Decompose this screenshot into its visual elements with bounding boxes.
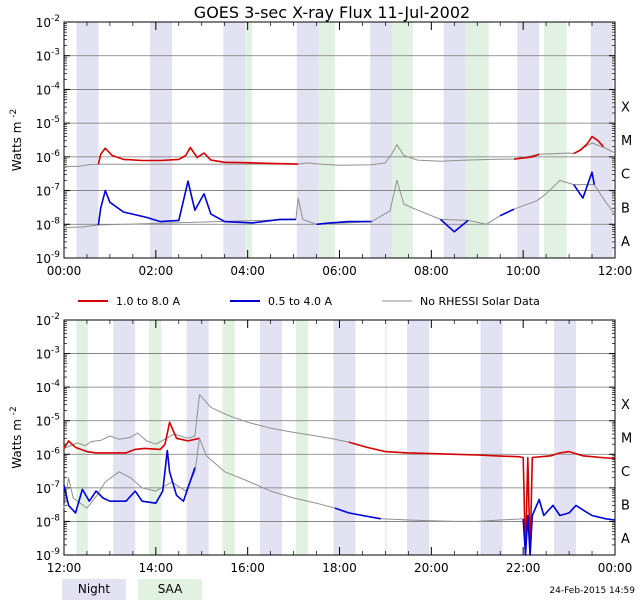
flare-class-label: X — [621, 398, 630, 413]
night-band — [553, 320, 576, 555]
legend-entry: No RHESSI Solar Data — [420, 295, 540, 308]
night-band — [76, 22, 99, 258]
series-short-blue-4 — [499, 208, 515, 217]
x-tick-label: 00:00 — [47, 264, 82, 278]
series-short-blue-3 — [439, 218, 469, 233]
series-long-gray — [64, 142, 616, 167]
saa-band — [465, 22, 489, 258]
legend: 1.0 to 8.0 A 0.5 to 4.0 A No RHESSI Solar … — [78, 295, 540, 308]
upper-plot-panel: 10-2 10-3 10-4 10-5 10-6 10-7 10-8 10-9 X M C B A Wat… — [9, 14, 632, 278]
chart-title: GOES 3-sec X-ray Flux 11-Jul-2002 — [194, 3, 470, 22]
x-tick-label: 18:00 — [322, 561, 357, 575]
footer-timestamp: 24-Feb-2015 14:59 — [549, 586, 635, 596]
y-tick-label: 10-2 — [36, 312, 60, 328]
night-band — [480, 320, 503, 555]
lower-plot-panel: 10-2 10-3 10-4 10-5 10-6 10-7 10-8 10-9 X M C B A Wat… — [9, 312, 632, 575]
y-tick-label: 10-8 — [36, 513, 61, 529]
night-band — [333, 320, 356, 555]
y-tick-label: 10-3 — [36, 346, 60, 362]
night-band — [406, 320, 430, 555]
night-band — [296, 22, 319, 258]
y-tick-label: 10-5 — [36, 115, 60, 131]
y-axis-label: Watts m -2 — [9, 406, 24, 468]
flare-class-label: X — [621, 100, 630, 115]
night-band — [223, 22, 246, 258]
x-tick-label: 12:00 — [598, 264, 633, 278]
night-band — [186, 320, 209, 555]
x-tick-label: 02:00 — [139, 264, 174, 278]
legend-entry: 0.5 to 4.0 A — [268, 295, 333, 308]
saa-band — [245, 22, 253, 258]
night-band — [260, 320, 283, 555]
flare-class-label: A — [621, 235, 630, 250]
y-tick-label: 10-6 — [36, 149, 61, 165]
series-long-red — [97, 146, 299, 165]
x-tick-label: 12:00 — [47, 561, 82, 575]
y-tick-label: 10-6 — [36, 446, 61, 462]
y-tick-label: 10-9 — [36, 547, 61, 563]
y-tick-label: 10-4 — [36, 81, 61, 97]
series-short-blue — [97, 180, 296, 226]
y-tick-label: 10-7 — [36, 480, 60, 496]
band-legend: Night SAA — [62, 579, 202, 600]
series-long-red-2 — [348, 441, 616, 556]
y-tick-label: 10-4 — [36, 379, 61, 395]
y-tick-label: 10-9 — [36, 250, 61, 266]
flare-class-label: B — [621, 201, 630, 216]
x-tick-label: 06:00 — [322, 264, 357, 278]
y-tick-label: 10-2 — [36, 14, 60, 30]
night-band — [590, 22, 613, 258]
flare-class-label: C — [621, 168, 630, 183]
saa-band — [385, 320, 387, 555]
saa-band — [392, 22, 413, 258]
night-band — [370, 22, 393, 258]
flare-class-label: A — [621, 532, 630, 547]
band-legend-label: Night — [78, 582, 111, 596]
night-band — [443, 22, 466, 258]
x-tick-label: 08:00 — [414, 264, 449, 278]
night-band — [113, 320, 136, 555]
flare-class-label: M — [621, 134, 632, 149]
series-short-blue-2 — [316, 220, 372, 226]
series-long-red — [63, 421, 200, 454]
saa-band — [76, 320, 88, 555]
series-short-blue — [63, 449, 196, 514]
series-short-blue-3 — [522, 498, 616, 556]
saa-band — [148, 320, 162, 555]
x-tick-label: 00:00 — [598, 561, 633, 575]
y-axis-label: Watts m -2 — [9, 109, 24, 171]
flare-class-label: M — [621, 432, 632, 447]
night-band — [149, 22, 172, 258]
y-tick-label: 10-5 — [36, 413, 60, 429]
series-short-gray-2 — [380, 518, 524, 522]
saa-band — [295, 320, 309, 555]
saa-band — [222, 320, 235, 555]
series-short-blue-5 — [573, 171, 596, 199]
y-tick-label: 10-7 — [36, 183, 60, 199]
x-tick-label: 10:00 — [506, 264, 541, 278]
x-tick-label: 20:00 — [414, 561, 449, 575]
x-tick-label: 14:00 — [139, 561, 174, 575]
x-tick-label: 04:00 — [230, 264, 265, 278]
x-tick-label: 22:00 — [506, 561, 541, 575]
flare-class-label: C — [621, 465, 630, 480]
series-long-red-3 — [573, 135, 605, 155]
saa-band — [318, 22, 335, 258]
legend-entry: 1.0 to 8.0 A — [116, 295, 181, 308]
saa-band — [543, 22, 567, 258]
y-tick-label: 10-3 — [36, 48, 60, 64]
x-tick-label: 16:00 — [230, 561, 265, 575]
band-legend-swatch — [62, 579, 126, 600]
band-legend-swatch — [138, 579, 202, 600]
y-tick-label: 10-8 — [36, 216, 61, 232]
night-band — [517, 22, 540, 258]
flare-class-label: B — [621, 499, 630, 514]
series-long-red-2 — [513, 153, 540, 160]
series-short-blue-2 — [334, 507, 381, 520]
band-legend-label: SAA — [158, 582, 183, 596]
